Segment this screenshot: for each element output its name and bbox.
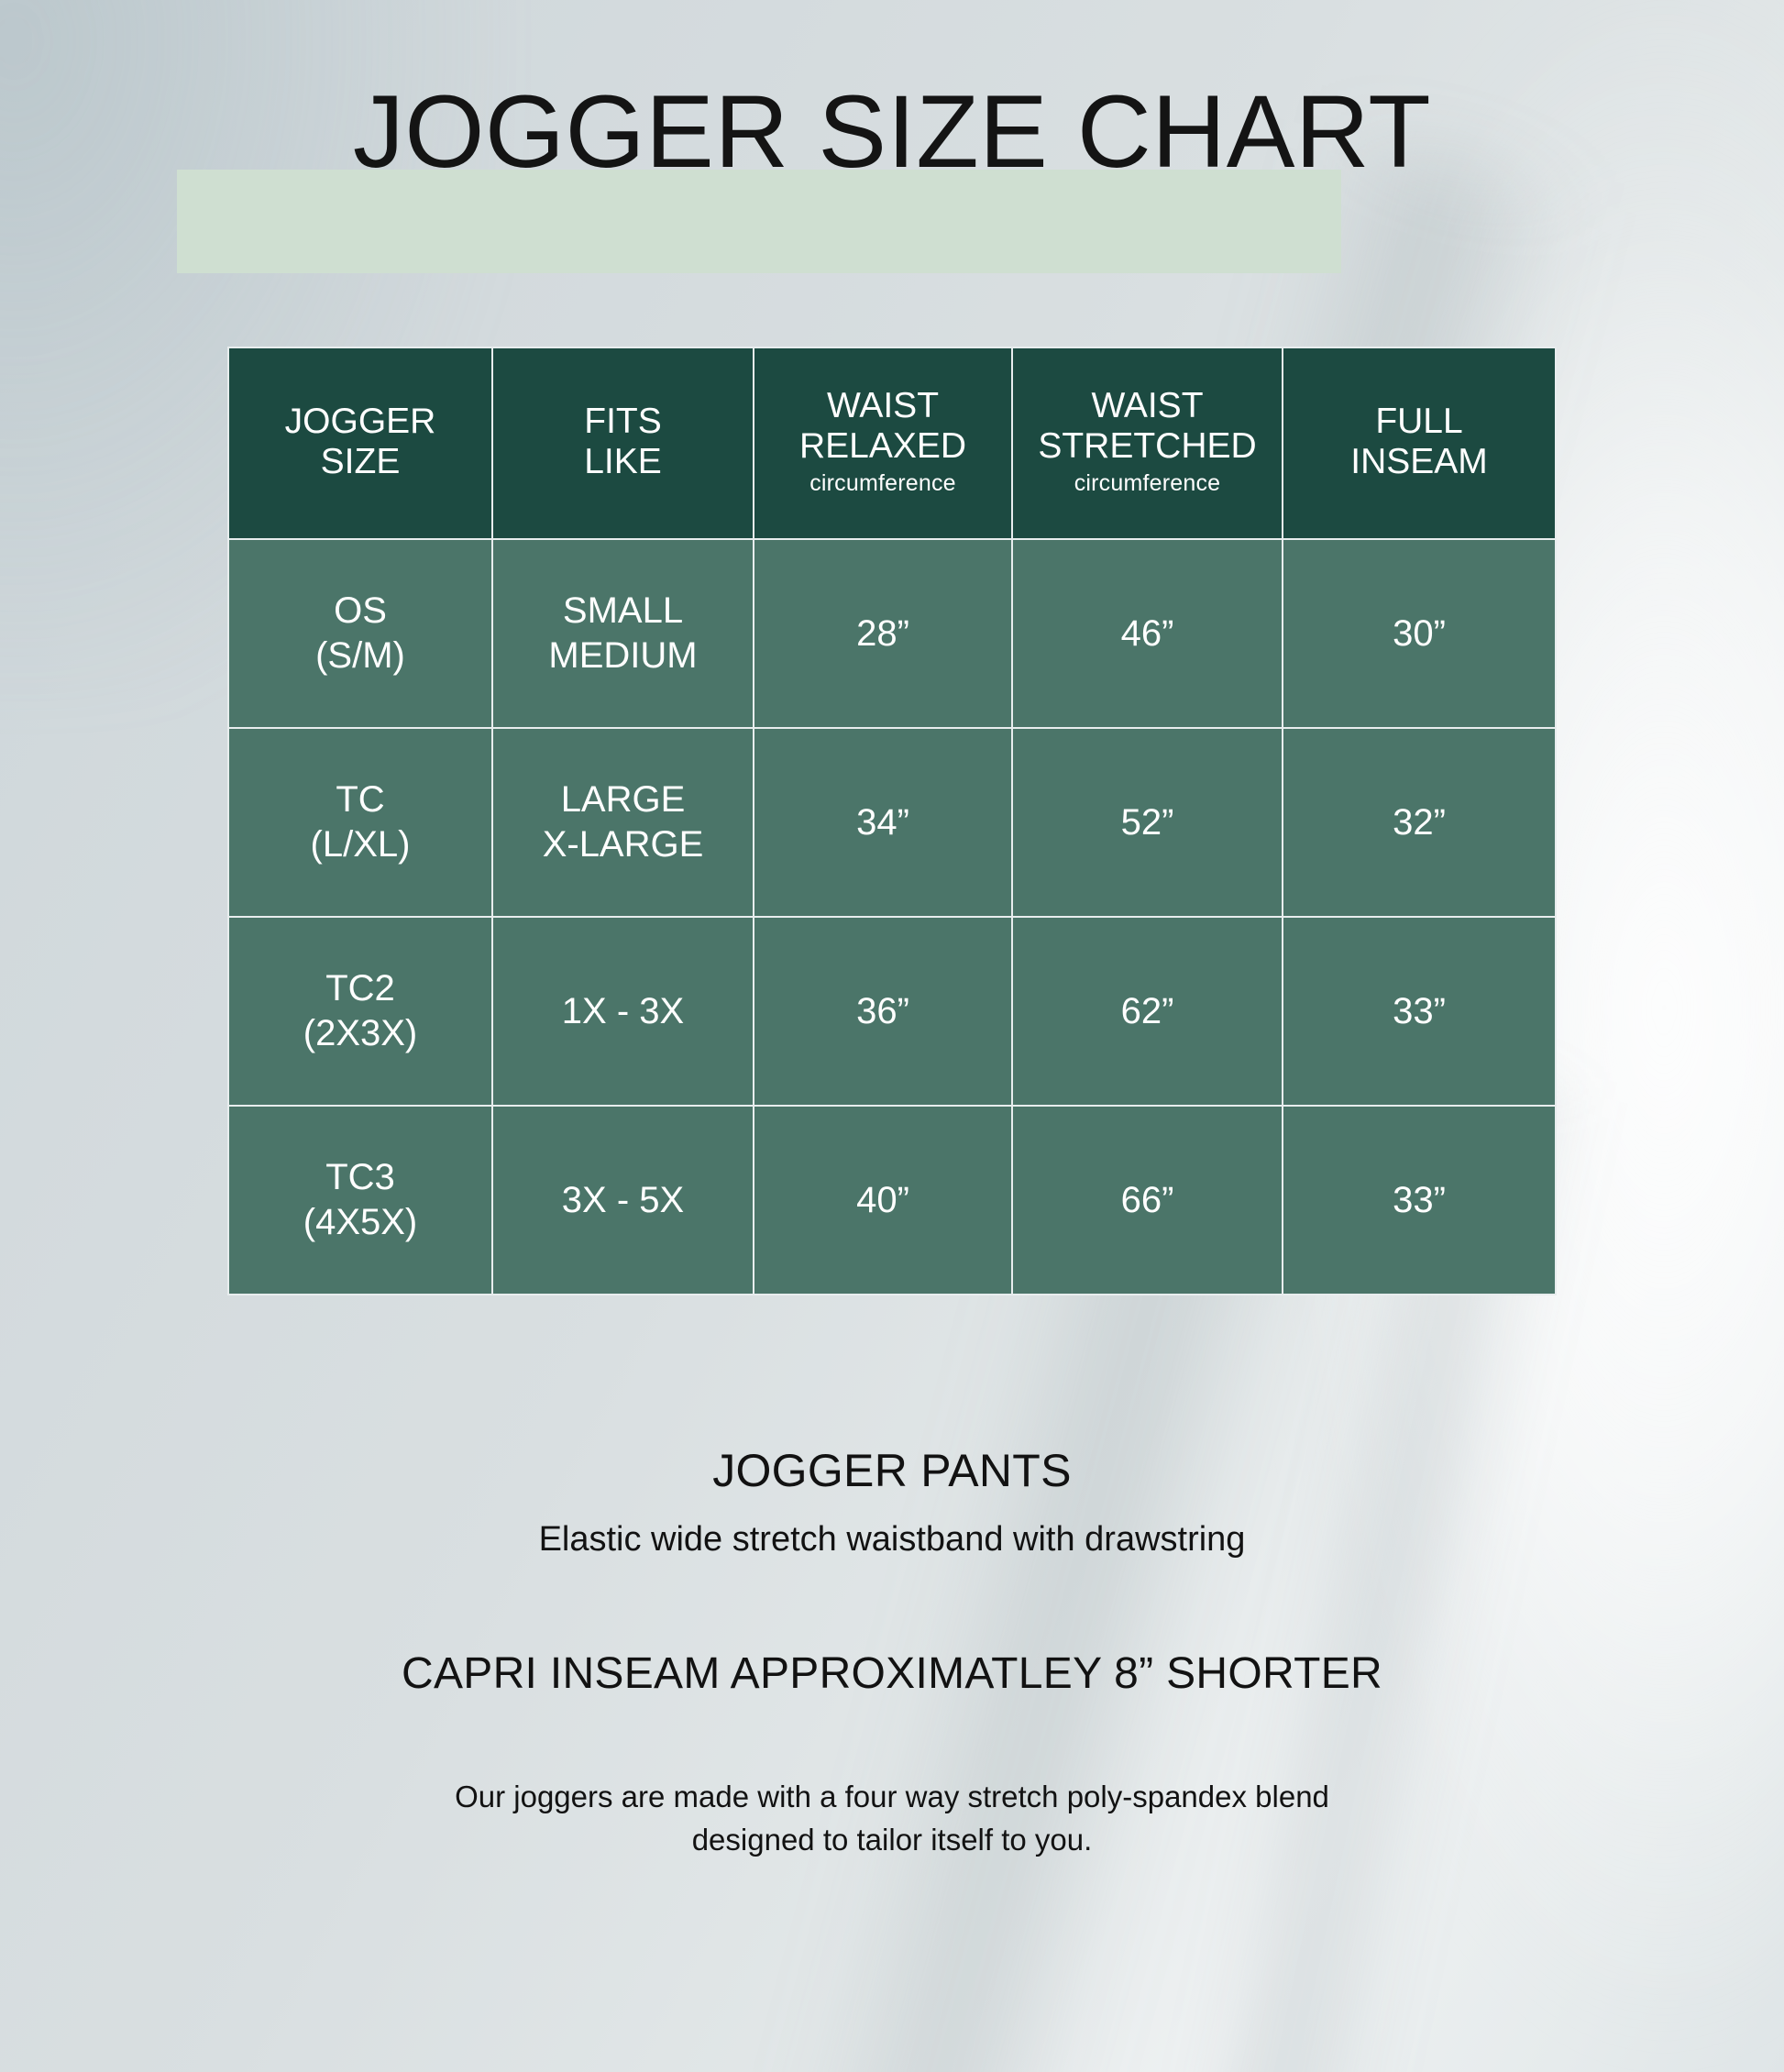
column-header-line1: JOGGER bbox=[284, 401, 436, 441]
table-header-row: JOGGER SIZE FITS LIKE WAIST RELAXED circ… bbox=[227, 347, 1557, 540]
cell-full-inseam: 32” bbox=[1282, 727, 1557, 918]
column-header-waist-relaxed: WAIST RELAXED circumference bbox=[753, 347, 1013, 540]
capri-inseam-note: CAPRI INSEAM APPROXIMATLEY 8” SHORTER bbox=[401, 1649, 1383, 1699]
fabric-note-line1: Our joggers are made with a four way str… bbox=[455, 1779, 1329, 1813]
column-header-line1: FULL bbox=[1375, 401, 1463, 441]
cell-jogger-size: OS (S/M) bbox=[227, 538, 493, 729]
table-header: JOGGER SIZE FITS LIKE WAIST RELAXED circ… bbox=[227, 347, 1557, 540]
footer-block: JOGGER PANTS Elastic wide stretch waistb… bbox=[0, 1447, 1784, 1862]
size-range: (S/M) bbox=[315, 635, 405, 676]
fabric-note-line2: designed to tailor itself to you. bbox=[691, 1822, 1093, 1857]
column-header-line2: SIZE bbox=[320, 441, 401, 481]
size-code: OS bbox=[334, 590, 387, 632]
title-block: JOGGER SIZE CHART bbox=[0, 81, 1784, 278]
size-chart-table: JOGGER SIZE FITS LIKE WAIST RELAXED circ… bbox=[227, 347, 1557, 1295]
cell-fits-like: SMALL MEDIUM bbox=[491, 538, 754, 729]
cell-full-inseam: 30” bbox=[1282, 538, 1557, 729]
footer-heading: JOGGER PANTS bbox=[712, 1445, 1072, 1496]
table-row: TC2 (2X3X) 1X - 3X 36” 62” 33” bbox=[227, 916, 1557, 1107]
table-body: OS (S/M) SMALL MEDIUM 28” 46” 30” TC (L/… bbox=[227, 538, 1557, 1295]
column-header-subtitle: circumference bbox=[809, 470, 956, 497]
fits-line2: MEDIUM bbox=[548, 635, 698, 676]
cell-full-inseam: 33” bbox=[1282, 1105, 1557, 1295]
cell-waist-relaxed: 40” bbox=[753, 1105, 1013, 1295]
size-range: (L/XL) bbox=[310, 824, 411, 865]
size-code: TC2 bbox=[325, 968, 395, 1009]
cell-waist-stretched: 46” bbox=[1011, 538, 1283, 729]
cell-waist-stretched: 52” bbox=[1011, 727, 1283, 918]
fits-line1: LARGE bbox=[560, 779, 686, 821]
size-range: (2X3X) bbox=[303, 1013, 418, 1053]
size-code: TC3 bbox=[325, 1157, 395, 1198]
title-highlight-band bbox=[177, 170, 1341, 273]
column-header-line2: STRETCHED bbox=[1038, 425, 1257, 466]
cell-fits-like: LARGE X-LARGE bbox=[491, 727, 754, 918]
page-title: JOGGER SIZE CHART bbox=[352, 74, 1432, 189]
table-row: TC3 (4X5X) 3X - 5X 40” 66” 33” bbox=[227, 1105, 1557, 1295]
cell-waist-relaxed: 34” bbox=[753, 727, 1013, 918]
column-header-line2: LIKE bbox=[584, 441, 662, 481]
cell-full-inseam: 33” bbox=[1282, 916, 1557, 1107]
cell-fits-like: 1X - 3X bbox=[491, 916, 754, 1107]
cell-jogger-size: TC (L/XL) bbox=[227, 727, 493, 918]
fits-line1: SMALL bbox=[562, 590, 684, 632]
cell-fits-like: 3X - 5X bbox=[491, 1105, 754, 1295]
column-header-waist-stretched: WAIST STRETCHED circumference bbox=[1011, 347, 1283, 540]
table-row: OS (S/M) SMALL MEDIUM 28” 46” 30” bbox=[227, 538, 1557, 729]
column-header-line1: FITS bbox=[584, 401, 662, 441]
column-header-jogger-size: JOGGER SIZE bbox=[227, 347, 493, 540]
cell-waist-stretched: 62” bbox=[1011, 916, 1283, 1107]
fits-line2: X-LARGE bbox=[542, 824, 704, 865]
cell-waist-relaxed: 28” bbox=[753, 538, 1013, 729]
column-header-full-inseam: FULL INSEAM bbox=[1282, 347, 1557, 540]
column-header-fits-like: FITS LIKE bbox=[491, 347, 754, 540]
column-header-line1: WAIST bbox=[826, 385, 940, 425]
column-header-line1: WAIST bbox=[1091, 385, 1204, 425]
size-range: (4X5X) bbox=[303, 1202, 418, 1242]
column-header-line2: RELAXED bbox=[798, 425, 967, 466]
table-row: TC (L/XL) LARGE X-LARGE 34” 52” 32” bbox=[227, 727, 1557, 918]
size-code: TC bbox=[336, 779, 385, 821]
cell-waist-relaxed: 36” bbox=[753, 916, 1013, 1107]
column-header-subtitle: circumference bbox=[1074, 470, 1221, 497]
cell-jogger-size: TC2 (2X3X) bbox=[227, 916, 493, 1107]
footer-subheading: Elastic wide stretch waistband with draw… bbox=[538, 1519, 1246, 1559]
fabric-note: Our joggers are made with a four way str… bbox=[0, 1776, 1784, 1862]
cell-waist-stretched: 66” bbox=[1011, 1105, 1283, 1295]
column-header-line2: INSEAM bbox=[1350, 441, 1488, 481]
cell-jogger-size: TC3 (4X5X) bbox=[227, 1105, 493, 1295]
